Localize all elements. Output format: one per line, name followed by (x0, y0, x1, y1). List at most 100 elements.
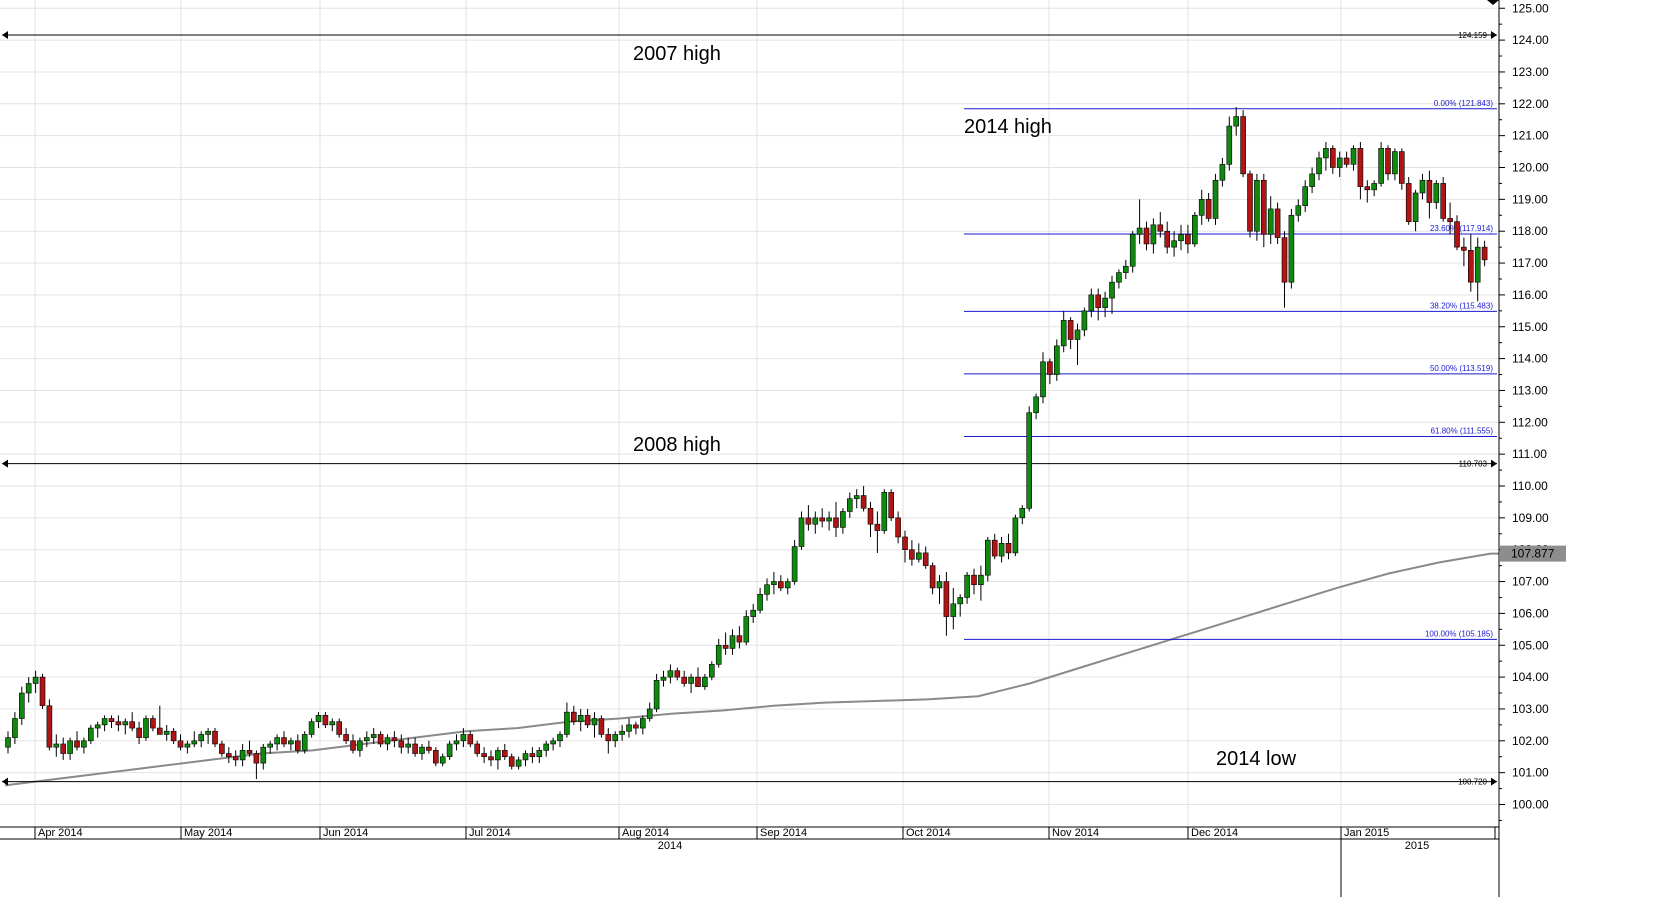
x-tick-label: Apr 2014 (38, 827, 83, 839)
candle-body-down (426, 746, 432, 751)
candle (757, 587, 763, 614)
candle (1261, 173, 1267, 248)
candle (936, 575, 943, 604)
candle-body-up (1219, 164, 1226, 181)
candle-body-up (288, 740, 294, 745)
candle (1378, 142, 1384, 187)
candle (81, 737, 87, 754)
candle (1405, 177, 1412, 225)
candle-body-up (1081, 310, 1088, 331)
candle-body-up (18, 692, 25, 719)
candle-body-up (1033, 396, 1039, 414)
candle (467, 731, 474, 748)
candle (94, 721, 101, 738)
candle (1219, 157, 1226, 187)
fib-label: 50.00% (113.519) (1430, 364, 1493, 373)
candle-body-up (798, 517, 805, 547)
candle (432, 747, 439, 767)
candle (1350, 145, 1357, 171)
level-label: 100.720 (1458, 778, 1487, 787)
candle-body-up (1316, 157, 1322, 175)
candles (5, 106, 1488, 780)
y-tick-label: 102.00 (1512, 734, 1549, 748)
candle (1343, 151, 1350, 168)
candle-body-down (1261, 179, 1267, 235)
candle-body-down (860, 495, 867, 509)
candle (1123, 259, 1129, 279)
candle-body-down (674, 670, 681, 678)
candle (377, 731, 384, 748)
candle-body-down (60, 743, 67, 754)
candle-body-up (826, 517, 832, 522)
candle (1440, 177, 1446, 222)
candle-body-down (1364, 186, 1371, 191)
candle (971, 568, 977, 595)
grid (0, 0, 1499, 827)
candle-body-down (777, 581, 784, 589)
candle (205, 728, 211, 744)
candle (67, 737, 73, 760)
candle-body-down (74, 740, 80, 748)
candle (978, 565, 984, 601)
candle (1171, 231, 1177, 257)
candle-body-up (5, 737, 11, 748)
candle-body-down (1047, 361, 1053, 375)
candle (1302, 180, 1308, 213)
level-label: 110.703 (1459, 460, 1488, 469)
annotation-label: 2008 high (633, 434, 721, 456)
candle (1060, 310, 1067, 353)
candle-body-down (833, 517, 839, 528)
candle-body-up (998, 543, 1005, 557)
candle (426, 740, 432, 754)
candle-body-down (1164, 230, 1170, 248)
candle (1454, 215, 1460, 251)
candle-body-down (1005, 543, 1012, 554)
candle-body-up (1309, 173, 1315, 187)
candle (1150, 218, 1157, 254)
candle (1330, 145, 1336, 174)
candle (867, 501, 874, 537)
candle-body-up (1123, 265, 1129, 273)
candle (508, 753, 515, 770)
candle-body-down (508, 756, 515, 767)
candle-body-up (750, 609, 757, 617)
candle-body-up (1336, 157, 1343, 168)
candle (846, 492, 853, 518)
candle-body-down (412, 743, 418, 754)
candle (1212, 173, 1219, 225)
candle (1295, 199, 1302, 222)
candle (129, 712, 135, 732)
candle-body-down (736, 635, 743, 643)
candle-body-up (653, 679, 660, 710)
candle-body-up (846, 498, 853, 512)
candle-body-up (791, 546, 798, 582)
level-arrow-left (2, 459, 8, 468)
candle-body-down (115, 721, 122, 726)
candle (460, 728, 467, 748)
candle (722, 632, 729, 655)
candle (633, 721, 639, 735)
candle (1336, 151, 1343, 178)
candle-body-down (294, 740, 301, 751)
candle-body-down (136, 727, 142, 738)
candle (743, 610, 750, 646)
candle-body-up (1088, 294, 1095, 312)
candle (598, 715, 605, 738)
candle (515, 756, 522, 770)
candle-body-down (943, 581, 950, 617)
y-tick-label: 111.00 (1512, 447, 1547, 461)
candle (336, 718, 343, 738)
candle (695, 667, 701, 687)
candle-body-down (232, 756, 239, 761)
candle-body-down (1185, 234, 1191, 245)
candle (798, 511, 805, 550)
candle (198, 731, 204, 748)
candle (1288, 208, 1295, 289)
candle (453, 734, 460, 751)
candle-body-up (1226, 125, 1233, 165)
candle-body-up (1026, 412, 1032, 509)
candle-body-down (1461, 246, 1467, 251)
candle-body-up (764, 584, 770, 595)
x-tick-label: May 2014 (184, 827, 232, 839)
